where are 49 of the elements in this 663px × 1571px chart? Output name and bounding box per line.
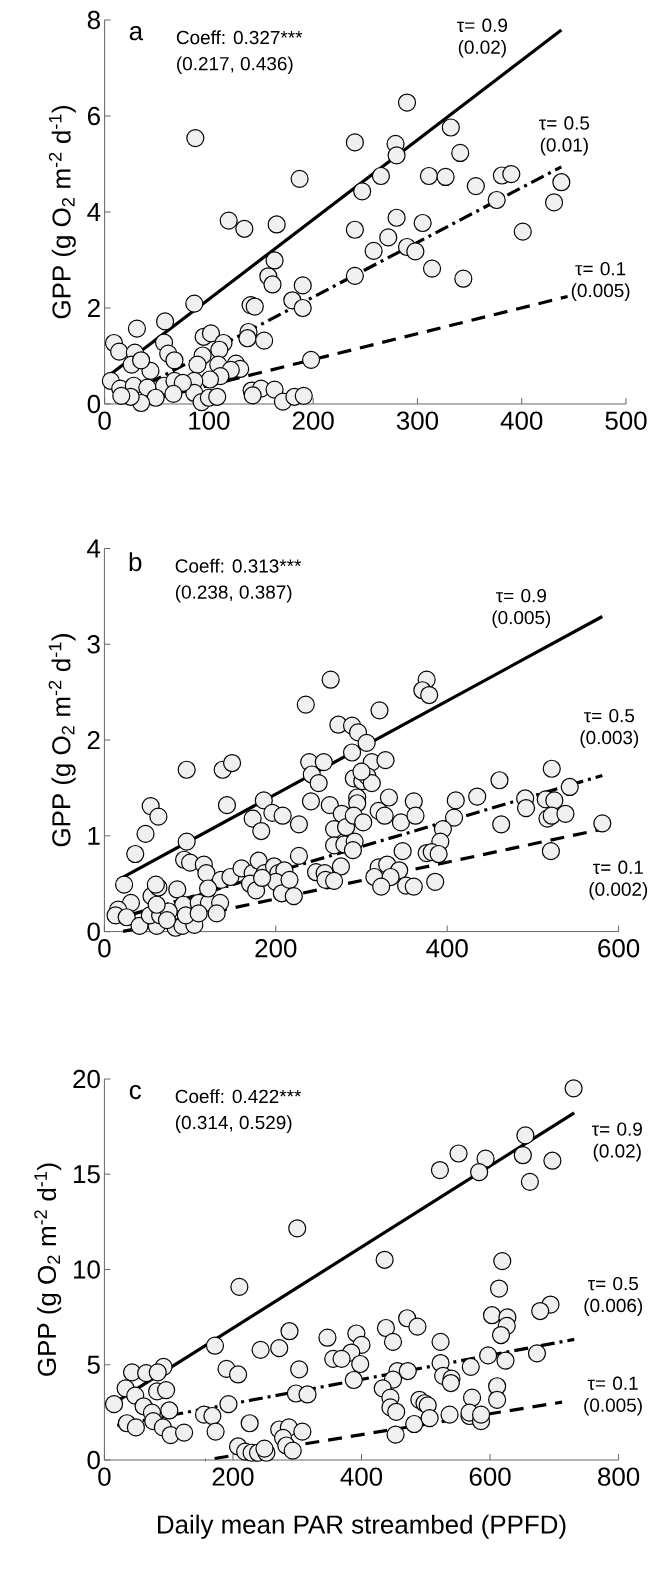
x-tick-label: 300	[396, 411, 439, 430]
y-tick-label: 2	[87, 730, 100, 750]
y-axis-title: GPP (g O$_{2}$ m$^{-2}$ d$^{-1}$)	[48, 106, 76, 319]
x-tick-label: 500	[605, 411, 647, 430]
y-tick-label: 10	[74, 1260, 100, 1279]
annotation: (0.238, 0.387)	[175, 584, 292, 603]
x-tick-label: 400	[500, 411, 543, 430]
annotation: Coeff: 0.327***	[176, 30, 303, 45]
annotation: τ= 0.1 (0.005)	[584, 1376, 642, 1416]
annotation: τ= 0.1 (0.005)	[571, 261, 630, 301]
y-axis-title: GPP (g O$_{2}$ m$^{-2}$ d$^{-1}$)	[34, 1163, 62, 1376]
y-tick-label: 5	[87, 1355, 100, 1374]
y-tick-label: 2	[87, 298, 100, 318]
x-tick-label: 200	[212, 1467, 254, 1486]
y-tick-label: 4	[87, 203, 101, 221]
chart-title: a	[129, 26, 144, 41]
x-tick-label: 600	[469, 1467, 511, 1486]
annotation: Coeff: 0.313***	[175, 558, 302, 573]
x-tick-label: 200	[255, 939, 297, 958]
x-tick-label: 800	[598, 1467, 640, 1486]
chart-title: b	[129, 552, 142, 572]
annotation: (0.217, 0.436)	[177, 56, 293, 75]
annotation: (0.314, 0.529)	[175, 1115, 292, 1133]
y-tick-label: 15	[74, 1165, 100, 1184]
y-tick-label: 0	[87, 1450, 100, 1470]
annotation: τ= 0.5 (0.006)	[584, 1276, 643, 1316]
annotation: Coeff: 0.422***	[175, 1089, 302, 1104]
y-tick-label: 6	[87, 106, 100, 126]
x-tick-label: 200	[292, 411, 334, 430]
annotation: τ= 0.9 (0.02)	[457, 18, 508, 58]
annotation: τ= 0.9 (0.005)	[492, 588, 551, 629]
y-tick-label: 8	[87, 10, 100, 30]
y-tick-label: 0	[87, 394, 101, 414]
annotation: τ= 0.5 (0.003)	[580, 708, 639, 749]
y-tick-label: 20	[73, 1069, 100, 1089]
x-axis-title: Daily mean PAR streambed (PPFD)	[158, 1514, 566, 1539]
y-axis-title: GPP (g O$_{2}$ m$^{-2}$ d$^{-1}$)	[48, 634, 76, 847]
chart-title: c	[129, 1084, 142, 1100]
y-tick-label: 3	[87, 635, 100, 654]
annotation: τ= 0.9 (0.02)	[591, 1122, 642, 1162]
x-tick-label: 400	[426, 939, 468, 958]
x-tick-label: 400	[340, 1467, 383, 1486]
annotation: τ= 0.1 (0.002)	[589, 860, 648, 900]
annotation: τ= 0.5 (0.01)	[539, 116, 590, 156]
y-tick-label: 0	[87, 922, 100, 941]
x-tick-label: 600	[598, 939, 640, 958]
x-tick-label: 100	[189, 411, 230, 430]
y-tick-label: 4	[87, 539, 101, 558]
y-tick-label: 1	[88, 826, 100, 845]
